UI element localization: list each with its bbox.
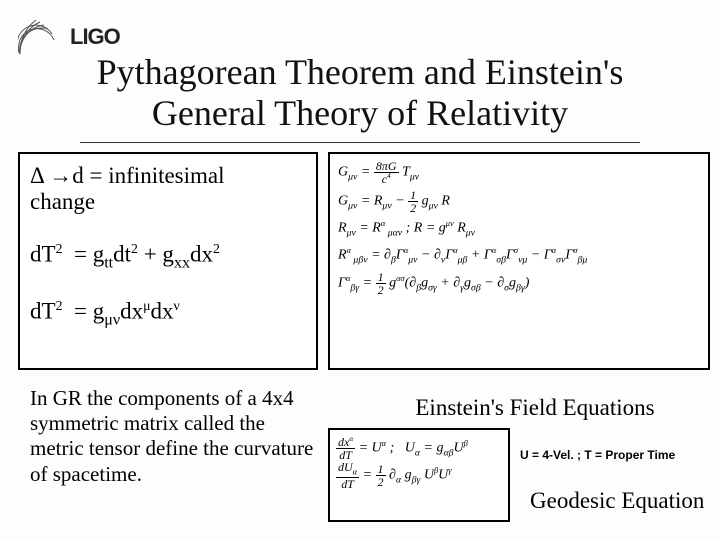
gr-description: In GR the components of a 4x4 symmetric … [30,386,320,487]
ricci-eq: Rμν = Rα μαν ; R = gμν Rμν [338,218,700,241]
four-velocity-eq: dxαdT = Uα ; Uα = gαβUβ [336,436,502,461]
title-underline [80,142,640,143]
efe-label: Einstein's Field Equations [370,395,700,421]
logo-text: LIGO [70,24,120,50]
geodesic-box: dxαdT = Uα ; Uα = gαβUβ dUαdT = 12 ∂α gβ… [328,428,510,522]
metric-eq-1: dT2 = gttdt2 + gxxdx2 [30,241,306,272]
einstein-eq-2: Gμν = Rμν − 12 gμν R [338,189,700,214]
delta-definition: Δ →d = infinitesimal change [30,162,306,215]
einstein-eq-1: Gμν = 8πGc4 Tμν [338,160,700,185]
left-definition-box: Δ →d = infinitesimal change dT2 = gttdt2… [18,152,318,370]
geodesic-eq: dUαdT = 12 ∂α gβγ UβUγ [336,461,502,490]
logo: LIGO [18,18,120,56]
title-line-1: Pythagorean Theorem and Einstein's [97,52,624,92]
christoffel-eq: Γαβγ = 12 gασ(∂βgσγ + ∂γgσβ − ∂σgβγ) [338,271,700,296]
geodesic-label: Geodesic Equation [530,488,720,514]
page-title: Pythagorean Theorem and Einstein's Gener… [0,52,720,135]
logo-arcs-icon [18,18,64,56]
field-equations-box: Gμν = 8πGc4 Tμν Gμν = Rμν − 12 gμν R Rμν… [328,152,710,370]
title-line-2: General Theory of Relativity [152,93,568,133]
metric-eq-2: dT2 = gμνdxμdxν [30,298,306,329]
four-velocity-label: U = 4-Vel. ; T = Proper Time [520,448,720,462]
riemann-eq: Rα μβν = ∂βΓαμν − ∂νΓαμβ + ΓασβΓσνμ − Γα… [338,245,700,268]
